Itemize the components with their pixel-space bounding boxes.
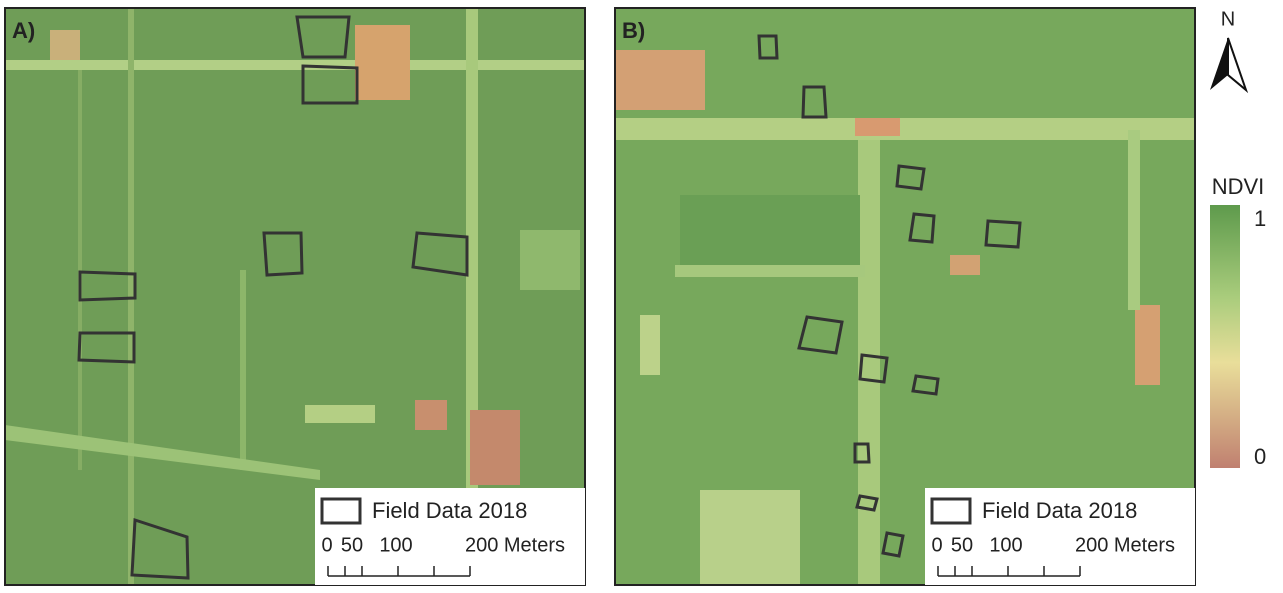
legend-label: Field Data 2018 (982, 498, 1137, 523)
scale-label: 50 (341, 534, 363, 556)
scale-label: 0 (931, 534, 942, 556)
scale-label: 0 (321, 534, 332, 556)
scale-label: 50 (951, 534, 973, 556)
scale-label: 200 Meters (465, 534, 565, 556)
colorbar-max: 1 (1254, 206, 1266, 231)
colorbar-gradient (1210, 205, 1240, 468)
scale-label: 100 (379, 534, 412, 556)
scale-label: 200 Meters (1075, 534, 1175, 556)
panel-label: A) (12, 18, 35, 43)
legend-label: Field Data 2018 (372, 498, 527, 523)
page: A)Field Data 2018050100200 Meters B)Fiel… (0, 0, 1283, 593)
colorbar-min: 0 (1254, 444, 1266, 469)
scale-label: 100 (989, 534, 1022, 556)
north-label: N (1221, 8, 1235, 30)
colorbar-title: NDVI (1212, 174, 1265, 199)
figure: A)Field Data 2018050100200 Meters B)Fiel… (0, 0, 1283, 588)
colorbar: NDVI 1 0 (1210, 174, 1266, 469)
north-arrow: N (1210, 8, 1246, 90)
panel-label: B) (622, 18, 645, 43)
